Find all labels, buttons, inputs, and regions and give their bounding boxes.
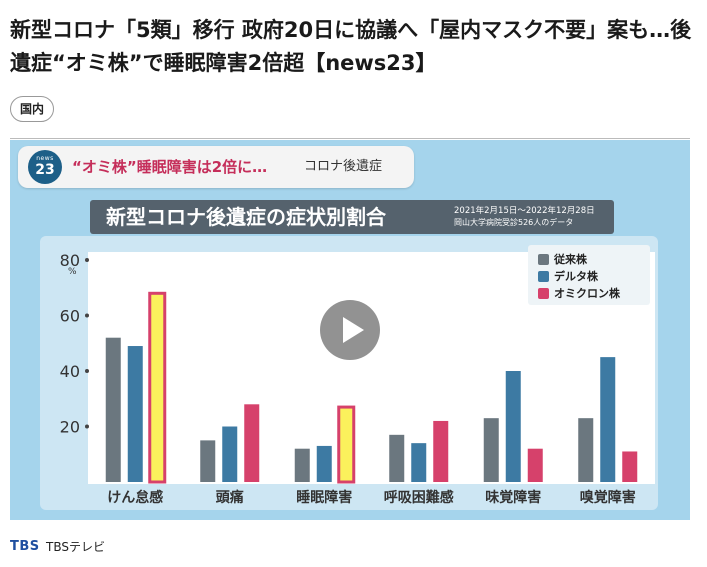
bar-delta-0 bbox=[127, 346, 143, 482]
source-name[interactable]: TBSテレビ bbox=[46, 540, 105, 554]
y-tick-label: 80 bbox=[60, 251, 80, 270]
tbs-logo[interactable]: TBS bbox=[10, 539, 40, 554]
chart-date: 2021年2月15日〜2022年12月28日 bbox=[454, 206, 595, 216]
banner-main-text: “オミ株”睡眠障害は2倍に… bbox=[72, 158, 268, 176]
y-tick-label: 20 bbox=[60, 418, 80, 437]
bar-conventional-1 bbox=[200, 440, 216, 482]
bar-omicron-2 bbox=[337, 405, 356, 484]
chart-title-box: 新型コロナ後遺症の症状別割合 2021年2月15日〜2022年12月28日 岡山… bbox=[90, 200, 614, 234]
category-tag[interactable]: 国内 bbox=[10, 96, 55, 122]
legend-label-conventional: 従来株 bbox=[554, 253, 587, 266]
x-tick-label: 呼吸困難感 bbox=[384, 489, 454, 506]
legend-swatch-delta bbox=[538, 271, 549, 282]
bar-delta-2 bbox=[316, 445, 332, 482]
x-tick-label: 頭痛 bbox=[216, 489, 244, 506]
x-tick-label: けん怠感 bbox=[107, 489, 163, 506]
play-button[interactable] bbox=[320, 300, 380, 360]
bar-omicron-3 bbox=[433, 420, 449, 482]
bar-conventional-5 bbox=[578, 418, 594, 482]
chart-source: 岡山大学病院受診526人のデータ bbox=[454, 218, 574, 227]
bar-conventional-4 bbox=[483, 418, 499, 482]
play-icon bbox=[343, 317, 364, 343]
x-tick-label: 睡眠障害 bbox=[296, 489, 352, 506]
news23-logo-number: 23 bbox=[35, 162, 55, 178]
y-tick-dot bbox=[85, 424, 89, 429]
bar-conventional-0 bbox=[105, 337, 121, 482]
article-headline: 新型コロナ「5類」移行 政府20日に協議へ「屋内マスク不要」案も…後遺症“オミ株… bbox=[10, 18, 692, 75]
divider bbox=[10, 138, 690, 139]
bar-omicron-5 bbox=[622, 451, 638, 482]
bar-conventional-2 bbox=[294, 448, 310, 482]
bar-delta-4 bbox=[505, 371, 521, 482]
x-tick-label: 味覚障害 bbox=[485, 489, 541, 506]
news23-logo: news 23 bbox=[28, 150, 62, 184]
y-tick-label: 60 bbox=[60, 307, 80, 326]
y-axis-unit: % bbox=[68, 267, 77, 277]
banner-sub-text: コロナ後遺症 bbox=[304, 159, 383, 174]
x-tick-label: 嗅覚障害 bbox=[580, 489, 636, 506]
caption-banner: news 23 “オミ株”睡眠障害は2倍に… コロナ後遺症 bbox=[18, 146, 414, 188]
legend-swatch-conventional bbox=[538, 254, 549, 265]
bar-omicron-1 bbox=[244, 404, 260, 482]
y-tick-label: 40 bbox=[60, 362, 80, 381]
bar-conventional-3 bbox=[389, 434, 405, 482]
video-player[interactable]: news 23 “オミ株”睡眠障害は2倍に… コロナ後遺症 新型コロナ後遺症の症… bbox=[10, 140, 690, 520]
bar-delta-5 bbox=[600, 357, 616, 482]
bar-delta-1 bbox=[222, 426, 238, 482]
y-tick-dot bbox=[85, 313, 89, 318]
y-tick-dot bbox=[85, 258, 89, 262]
chart-title: 新型コロナ後遺症の症状別割合 bbox=[106, 205, 386, 229]
legend-label-delta: デルタ株 bbox=[554, 270, 598, 283]
bar-omicron-0 bbox=[148, 291, 167, 484]
legend-swatch-omicron bbox=[538, 288, 549, 299]
chart-legend: 従来株 デルタ株 オミクロン株 bbox=[528, 245, 650, 305]
bar-delta-3 bbox=[411, 443, 427, 482]
news23-logo-small: news bbox=[36, 155, 54, 162]
bar-omicron-4 bbox=[527, 448, 543, 482]
y-tick-dot bbox=[85, 369, 89, 373]
legend-label-omicron: オミクロン株 bbox=[554, 287, 620, 300]
